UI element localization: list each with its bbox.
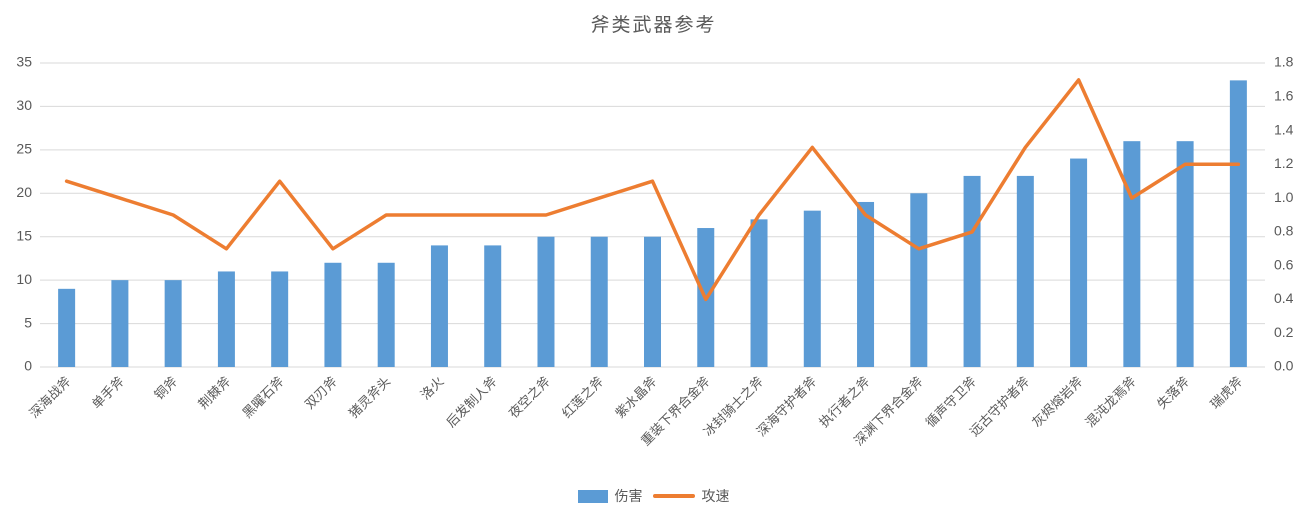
category-label: 执行者之斧 xyxy=(816,374,873,431)
damage-bar xyxy=(1229,80,1247,367)
chart-title: 斧类武器参考 xyxy=(590,15,717,36)
damage-bar xyxy=(164,280,182,367)
category-label: 深海战斧 xyxy=(26,374,73,421)
category-label: 荆棘斧 xyxy=(195,374,233,412)
damage-bar xyxy=(1176,141,1194,367)
category-label: 铜斧 xyxy=(151,374,180,403)
attack-speed-line xyxy=(64,78,1241,302)
right-axis-tick-label: 1.2 xyxy=(1274,155,1294,171)
right-axis-tick-label: 1.4 xyxy=(1274,121,1294,137)
category-label: 混沌龙焉斧 xyxy=(1082,374,1139,431)
left-axis-tick-label: 0 xyxy=(24,358,32,374)
damage-bar xyxy=(1123,141,1141,367)
damage-bar xyxy=(910,193,928,367)
chart-legend: 伤害 攻速 xyxy=(0,486,1307,506)
category-label: 红莲之斧 xyxy=(559,374,606,421)
right-axis-tick-label: 1.6 xyxy=(1274,87,1294,103)
damage-bar xyxy=(271,271,289,367)
damage-bar xyxy=(377,262,395,367)
damage-bar xyxy=(963,175,981,367)
category-label: 单手斧 xyxy=(89,374,127,412)
damage-bar xyxy=(857,201,875,367)
right-axis-tick-label: 0.6 xyxy=(1274,256,1294,272)
damage-bar xyxy=(590,236,608,367)
right-axis-tick-label: 1.8 xyxy=(1274,54,1294,70)
category-label: 紫水晶斧 xyxy=(612,374,659,421)
category-label: 瑞虎斧 xyxy=(1207,374,1245,412)
left-axis-tick-label: 20 xyxy=(16,184,32,200)
left-axis-tick-label: 10 xyxy=(16,271,32,287)
category-label: 猪灵斧头 xyxy=(346,374,393,421)
legend-item-damage: 伤害 xyxy=(577,486,643,506)
attack-speed-line-swatch-icon xyxy=(652,494,695,498)
legend-item-attack-speed: 攻速 xyxy=(652,486,730,506)
damage-bar xyxy=(1016,175,1034,367)
left-axis-tick-label: 5 xyxy=(24,314,32,330)
category-label: 夜空之斧 xyxy=(506,374,553,421)
category-label: 黑曜石斧 xyxy=(239,374,286,421)
damage-bar-swatch-icon xyxy=(577,489,608,503)
category-label: 失落斧 xyxy=(1154,374,1192,412)
damage-bar xyxy=(58,288,76,367)
right-axis-tick-label: 0.4 xyxy=(1274,290,1294,306)
right-axis-tick-label: 0.8 xyxy=(1274,223,1294,239)
category-label: 循声守卫斧 xyxy=(923,374,980,431)
damage-bar xyxy=(324,262,342,367)
damage-bar xyxy=(484,245,502,367)
right-axis-tick-label: 0.0 xyxy=(1274,358,1294,374)
damage-bar xyxy=(750,219,768,367)
category-label: 后发制人斧 xyxy=(443,374,500,431)
damage-bar xyxy=(111,280,129,367)
damage-bar xyxy=(537,236,555,367)
damage-bar xyxy=(1070,158,1088,367)
category-label: 洛火 xyxy=(418,374,447,403)
legend-attack-speed-label: 攻速 xyxy=(701,488,730,504)
left-axis-tick-label: 25 xyxy=(16,141,32,157)
left-axis-tick-label: 35 xyxy=(16,54,32,70)
damage-bar xyxy=(430,245,448,367)
damage-bar xyxy=(644,236,661,367)
legend-damage-label: 伤害 xyxy=(614,488,643,504)
category-label: 双刃斧 xyxy=(302,374,340,412)
category-label: 灰烬熔岩斧 xyxy=(1029,374,1086,431)
left-axis-tick-label: 30 xyxy=(16,97,32,113)
right-axis-tick-label: 1.0 xyxy=(1274,189,1294,205)
damage-bar xyxy=(217,271,235,367)
damage-bar xyxy=(803,210,821,367)
left-axis-tick-label: 15 xyxy=(16,227,32,243)
right-axis-tick-label: 0.2 xyxy=(1274,324,1294,340)
